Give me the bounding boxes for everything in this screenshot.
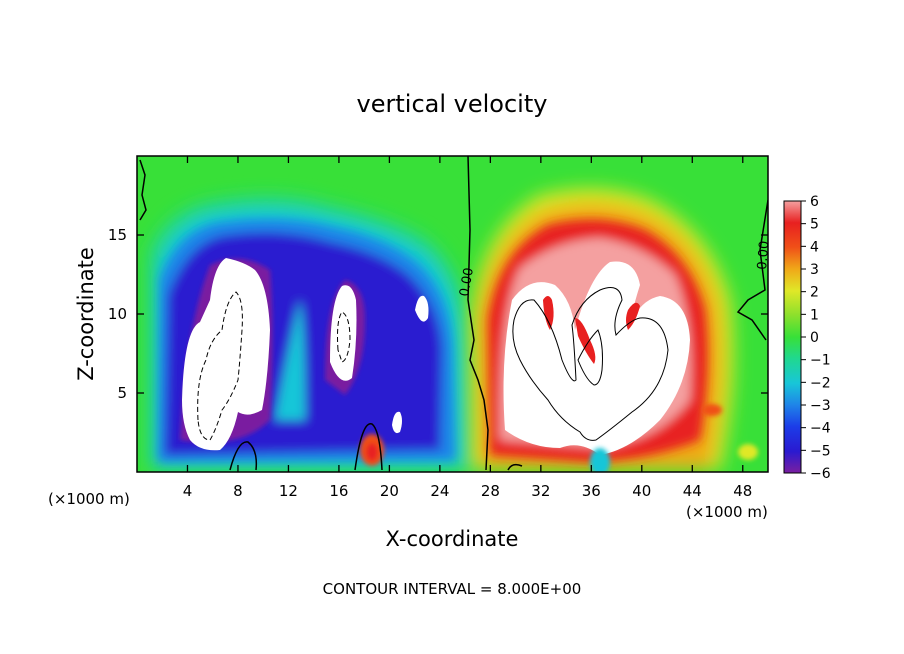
- y-tick-label: 15: [108, 226, 127, 244]
- updraft-orange-right: [702, 404, 722, 416]
- colorbar-tick-label: 2: [810, 285, 819, 301]
- zero-contour-line: [467, 156, 489, 471]
- downdraft-max-mid: [330, 285, 357, 381]
- colorbar-tick-label: −1: [810, 353, 831, 369]
- contour-label-zero-right: 0.00: [755, 240, 772, 270]
- x-tick-label: 12: [279, 482, 298, 500]
- colorbar-tick-label: −5: [810, 443, 831, 459]
- positive-contour-inner: [577, 329, 603, 386]
- updraft-foot: [590, 448, 610, 472]
- colorbar-tick-label: 1: [810, 307, 819, 323]
- x-tick-label: 24: [430, 482, 449, 500]
- colorbar-ticks: 6 5 4 3 2 1 0 −1 −2 −3 −4 −5 −6: [801, 194, 831, 482]
- contour-interval-note: CONTOUR INTERVAL = 8.000E+00: [323, 580, 582, 598]
- y-axis-label: Z-coordinate: [74, 247, 98, 381]
- x-tick-label: 32: [531, 482, 550, 500]
- x-unit-right: (×1000 m): [686, 503, 768, 521]
- x-tick-label: 44: [683, 482, 702, 500]
- zero-contour-bottom-3: [507, 463, 523, 471]
- colorbar-tick-label: 6: [810, 194, 819, 210]
- colorbar-gradient: [783, 200, 802, 474]
- zero-contour-bottom: [229, 441, 258, 471]
- colorbar-tick-label: 0: [810, 330, 819, 346]
- updraft-red-streak-2: [575, 318, 596, 364]
- negative-contour-mid: [337, 311, 351, 363]
- x-tick-label: 40: [632, 482, 651, 500]
- colorbar: 6 5 4 3 2 1 0 −1 −2 −3 −4 −5 −6: [783, 194, 831, 482]
- colorbar-tick-label: −2: [810, 375, 831, 391]
- colorbar-tick-label: −6: [810, 466, 831, 482]
- colorbar-tick-label: 5: [810, 217, 819, 233]
- x-tick-label: 48: [733, 482, 752, 500]
- y-tick-label: 10: [108, 305, 127, 323]
- x-tick-label: 4: [183, 482, 193, 500]
- colorbar-tick-label: −4: [810, 421, 831, 437]
- downdraft-gap: [275, 300, 305, 420]
- downdraft-max-bottom: [392, 411, 402, 434]
- x-tick-label: 16: [329, 482, 348, 500]
- chart-title: vertical velocity: [357, 90, 548, 118]
- colorbar-tick-label: 4: [810, 239, 819, 255]
- x-unit-left: (×1000 m): [48, 490, 130, 508]
- downdraft-max-left: [182, 258, 270, 451]
- y-axis: 5 10 15: [108, 226, 768, 402]
- positive-contour-updraft: [512, 287, 669, 441]
- x-tick-label: 20: [380, 482, 399, 500]
- x-tick-label: 28: [481, 482, 500, 500]
- updraft-red-streak-1: [543, 296, 554, 330]
- x-axis: 4 8 12 16 20 24 28 32 36 40 44 48: [183, 156, 752, 500]
- zero-contour-left: [139, 159, 147, 221]
- downdraft-max-small: [415, 295, 429, 322]
- colorbar-tick-label: 3: [810, 262, 819, 278]
- x-axis-label: X-coordinate: [386, 527, 519, 551]
- velocity-field: [137, 156, 768, 472]
- colorbar-tick-label: −3: [810, 398, 831, 414]
- zero-contour-right: [736, 199, 768, 341]
- negative-contour-left: [197, 291, 243, 441]
- zero-contour-bottom-2: [354, 423, 383, 471]
- updraft-yellow-right: [738, 444, 758, 460]
- x-tick-label: 8: [233, 482, 243, 500]
- y-tick-label: 5: [117, 384, 127, 402]
- contour-label-zero: 0.00: [457, 267, 477, 298]
- small-updraft-core: [366, 443, 378, 461]
- x-tick-label: 36: [582, 482, 601, 500]
